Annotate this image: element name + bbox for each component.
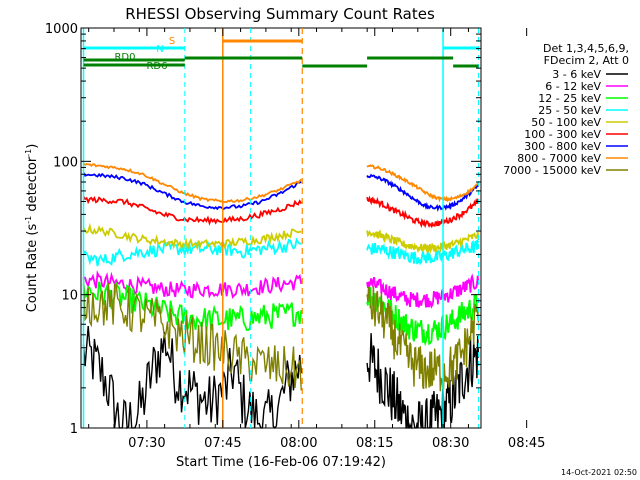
series-path	[366, 173, 480, 212]
series-line	[82, 277, 480, 392]
series-line	[82, 162, 480, 204]
series-path	[366, 195, 479, 229]
series-path	[366, 229, 480, 255]
series-path	[82, 162, 302, 204]
y-label-part: Count Rate (s	[25, 224, 40, 313]
y-axis-label: Count Rate (s-1 detector-1)	[24, 144, 40, 313]
legend-label: 100 - 300 keV	[524, 128, 601, 141]
x-axis-label: Start Time (16-Feb-06 07:19:42)	[176, 455, 386, 470]
series-path	[82, 237, 302, 267]
series-path	[82, 172, 302, 211]
x-tick-label: 07:45	[204, 436, 241, 451]
series-path	[82, 326, 302, 430]
y-tick-label: 10	[61, 289, 78, 304]
legend-label: 25 - 50 keV	[538, 104, 601, 117]
flag-label: RD0	[114, 52, 135, 63]
legend-header-1: Det 1,3,4,5,6,9,	[543, 42, 629, 55]
series-layer	[82, 162, 480, 430]
footer-timestamp: 14-Oct-2021 02:50	[561, 468, 637, 477]
legend-label: 300 - 800 keV	[524, 140, 601, 153]
x-tick-label: 08:00	[280, 436, 317, 451]
y-label-sup: -1	[24, 216, 33, 224]
y-axis-ticks: 1 10 100 1000	[45, 22, 481, 437]
y-label-part: )	[25, 144, 40, 149]
legend-label: 6 - 12 keV	[545, 80, 601, 93]
legend-label: 12 - 25 keV	[538, 92, 601, 105]
chart-title: RHESSI Observing Summary Count Rates	[125, 5, 435, 23]
x-tick-label: 08:15	[356, 436, 393, 451]
series-path	[366, 285, 480, 392]
series-line	[82, 172, 480, 212]
legend-label: 800 - 7000 keV	[517, 152, 601, 165]
series-path	[82, 280, 303, 332]
series-line	[82, 195, 479, 229]
series-path	[366, 164, 480, 203]
series-path	[83, 269, 303, 299]
flag-label: S	[169, 36, 175, 47]
series-path	[82, 277, 302, 391]
series-path	[82, 195, 303, 226]
y-tick-label: 1	[70, 422, 78, 437]
y-label-part: detector	[25, 156, 40, 216]
flag-label: RD6	[146, 61, 167, 72]
flag-label: N	[156, 44, 163, 55]
gap-region	[220, 29, 251, 427]
series-path	[366, 333, 480, 430]
x-axis-ticks: 07:30 07:45 08:00 08:15 08:30 08:45	[88, 28, 545, 451]
x-tick-label: 08:45	[508, 436, 545, 451]
legend-label: 7000 - 15000 keV	[503, 164, 601, 177]
y-tick-label: 1000	[45, 22, 78, 37]
vertical-markers	[82, 28, 479, 428]
series-path	[366, 273, 480, 309]
legend-header-2: FDecim 2, Att 0	[544, 54, 629, 67]
flag-bars: N RD0 S RD6	[83, 36, 479, 72]
series-line	[82, 326, 480, 430]
y-tick-label: 100	[53, 155, 78, 170]
x-tick-label: 07:30	[128, 436, 165, 451]
x-tick-label: 08:30	[432, 436, 469, 451]
y-label-sup: -1	[24, 149, 33, 157]
series-line	[83, 269, 480, 309]
series-path	[82, 222, 302, 252]
gap-region	[184, 29, 223, 427]
series-line	[82, 222, 480, 255]
legend-label: 3 - 6 keV	[552, 68, 601, 81]
legend-label: 50 - 100 keV	[531, 116, 601, 129]
